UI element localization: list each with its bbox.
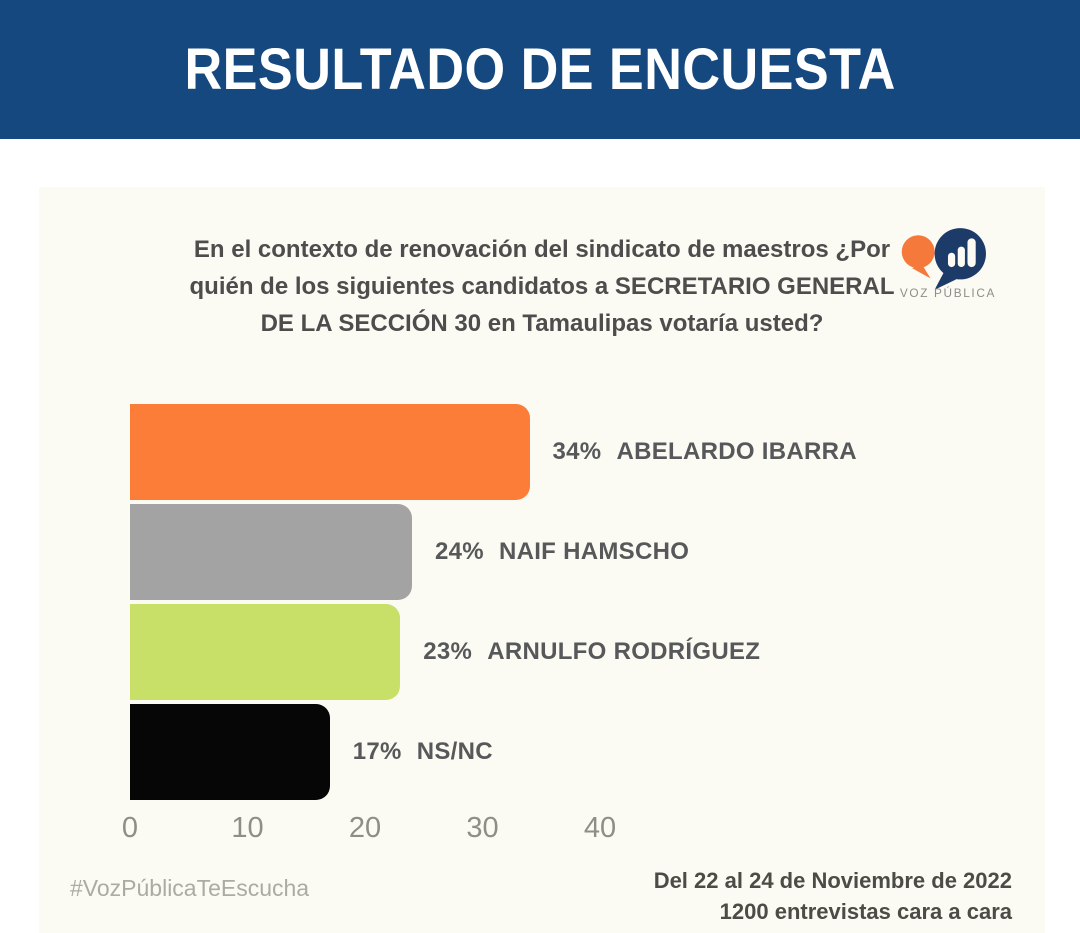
bar-category: ARNULFO RODRÍGUEZ [487,638,761,665]
bar-row-ns-nc: 17% NS/NC [130,704,1030,800]
x-axis: 0 10 20 30 40 [122,812,1030,848]
bar-value: 24% [435,538,484,565]
survey-date: Del 22 al 24 de Noviembre de 2022 [653,868,1012,893]
bar-category: ABELARDO IBARRA [616,438,857,465]
bar-value: 23% [423,638,473,665]
x-tick-40: 40 [583,812,617,844]
x-tick-20: 20 [348,812,382,844]
bar-label-arnulfo-rodr-guez: 23% ARNULFO RODRÍGUEZ [423,638,760,666]
x-tick-30: 30 [466,812,499,844]
footer-hashtag: #VozPúblicaTeEscucha [70,875,310,901]
bar-chart: 34% ABELARDO IBARRA 24% NAIF HAMSCHO 23% ARNU… [130,404,1030,804]
bar-label-naif-hamscho: 24% NAIF HAMSCHO [435,538,689,566]
bar-label-ns-nc: 17% NS/NC [353,738,493,766]
survey-question: En el contexto de renovación del sindica… [189,236,895,337]
bar-category: NAIF HAMSCHO [498,538,690,565]
bar-ns-nc [130,704,330,800]
bar-category: NS/NC [416,738,493,765]
speech-bubbles-icon [901,228,986,290]
bar-abelardo-ibarra [130,404,530,500]
footer-survey-info: Del 22 al 24 de Noviembre de 2022 1200 e… [654,865,1012,927]
bar-naif-hamscho [130,504,412,600]
bar-label-abelardo-ibarra: 34% ABELARDO IBARRA [553,438,857,466]
bar-value: 17% [352,738,402,765]
bar-value: 34% [552,438,602,465]
logo-brand-text: VOZ PÚBLICA [900,286,996,300]
header-banner: RESULTADO DE ENCUESTA [0,0,1080,139]
bar-row-naif-hamscho: 24% NAIF HAMSCHO [130,504,1030,600]
voz-publica-logo: VOZ PÚBLICA [900,228,996,300]
bar-row-abelardo-ibarra: 34% ABELARDO IBARRA [130,404,1030,500]
x-tick-0: 0 [121,812,139,844]
survey-sample: 1200 entrevistas cara a cara [719,899,1012,924]
survey-card: En el contexto de renovación del sindica… [39,187,1045,933]
page-title: RESULTADO DE ENCUESTA [184,37,896,102]
bar-row-arnulfo-rodr-guez: 23% ARNULFO RODRÍGUEZ [130,604,1030,700]
x-tick-10: 10 [231,812,264,844]
bar-arnulfo-rodr-guez [130,604,401,700]
